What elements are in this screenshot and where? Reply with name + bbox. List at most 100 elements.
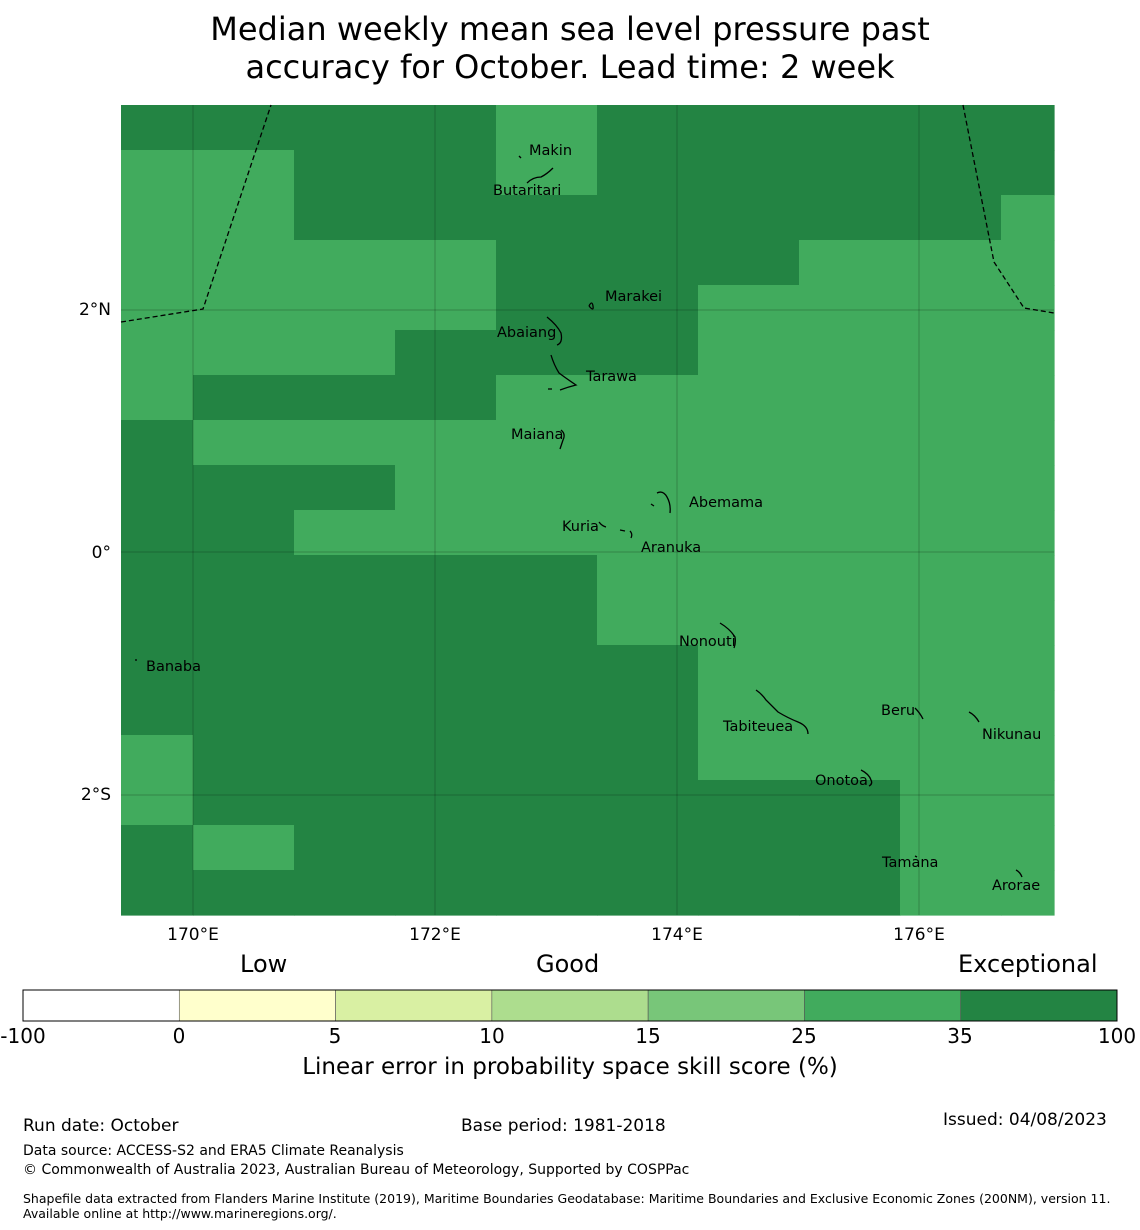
grid-cell (496, 465, 598, 511)
axis-tick-labels: 170°E 172°E 174°E 176°E 2°N 0° 2°S (79, 300, 945, 945)
grid-cell (395, 375, 497, 421)
grid-cell (1001, 555, 1055, 601)
island-aranuka (619, 529, 633, 539)
grid-cell (496, 600, 598, 646)
colorbar-tick: 5 (328, 1024, 342, 1048)
grid-cell (799, 825, 901, 871)
grid-cell (395, 825, 497, 871)
label-aranuka: Aranuka (641, 540, 701, 556)
grid-cell (193, 510, 295, 556)
grid-cell (1001, 825, 1055, 871)
grid-cell (597, 285, 699, 331)
label-onotoa: Onotoa (815, 773, 868, 789)
grid-cell (395, 510, 497, 556)
colorbar-tick: 15 (635, 1024, 661, 1048)
grid-cell (193, 870, 295, 916)
grid-cell (698, 555, 800, 601)
shapefile-credit: Shapefile data extracted from Flanders M… (23, 1191, 1111, 1221)
grid-cell (597, 150, 699, 196)
grid-cell (900, 690, 1002, 736)
grid-cell (799, 420, 901, 466)
grid-cell (900, 420, 1002, 466)
colorbar-category-good: Good (536, 950, 600, 978)
colorbar-swatch (178, 989, 336, 1022)
grid-cell (597, 825, 699, 871)
grid-cell (597, 555, 699, 601)
island-abaiang (546, 316, 563, 346)
grid-cell (193, 330, 295, 376)
grid-cell (193, 150, 295, 196)
grid-cell (1001, 195, 1055, 241)
grid-cell (496, 285, 598, 331)
label-tarawa: Tarawa (585, 369, 637, 385)
grid-cell (121, 555, 194, 601)
grid-cell (294, 825, 396, 871)
map-title: Median weekly mean sea level pressure pa… (0, 10, 1140, 86)
grid-cell (395, 105, 497, 151)
grid-cell (597, 195, 699, 241)
grid-cell (1001, 780, 1055, 826)
lat-tick-0: 0° (92, 543, 111, 563)
eez-boundary-west (120, 104, 272, 323)
grid-cell (294, 735, 396, 781)
title-line-1: Median weekly mean sea level pressure pa… (210, 10, 930, 48)
grid-cell (799, 240, 901, 286)
grid-cell (496, 195, 598, 241)
grid-cell (496, 690, 598, 736)
grid-cell (193, 825, 295, 871)
lon-tick-172: 172°E (409, 925, 461, 945)
grid-cell (900, 870, 1002, 916)
grid-cell (597, 105, 699, 151)
grid-cell (294, 600, 396, 646)
grid-cell (294, 780, 396, 826)
grid-cell (395, 870, 497, 916)
eez-boundary-east (962, 104, 1055, 314)
island-outlines (135, 155, 1023, 878)
grid-cell (698, 285, 800, 331)
grid-cell (597, 240, 699, 286)
grid-cell (294, 690, 396, 736)
run-date: Run date: October (23, 1116, 179, 1136)
graticule (121, 105, 1054, 915)
grid-cell (597, 465, 699, 511)
grid-cell (1001, 510, 1055, 556)
grid-cell (698, 690, 800, 736)
grid-cell (698, 465, 800, 511)
label-kuria: Kuria (562, 519, 599, 535)
grid-cell (900, 375, 1002, 421)
grid-cell (900, 105, 1002, 151)
colorbar-swatch (960, 989, 1118, 1022)
grid-cell (900, 285, 1002, 331)
island-tabiteuea (755, 689, 809, 735)
grid-cell (496, 825, 598, 871)
base-period: Base period: 1981-2018 (461, 1116, 666, 1136)
colorbar-swatch (491, 989, 649, 1022)
grid-cell (121, 285, 194, 331)
grid-cell (395, 735, 497, 781)
grid-cell (1001, 420, 1055, 466)
label-butaritari: Butaritari (493, 183, 561, 199)
grid-cell (1001, 735, 1055, 781)
grid-cell (294, 465, 396, 511)
colorbar-category-low: Low (240, 950, 288, 978)
label-abaiang: Abaiang (497, 325, 556, 341)
grid-cell (496, 105, 598, 151)
grid-cell (1001, 870, 1055, 916)
grid-cell (395, 195, 497, 241)
grid-cell (698, 420, 800, 466)
grid-cell (900, 600, 1002, 646)
island-makin (518, 155, 522, 159)
label-nonouti: Nonouti (679, 634, 736, 650)
grid-cell (799, 690, 901, 736)
grid-cell (900, 780, 1002, 826)
island-nonouti (719, 622, 736, 649)
grid-cell (698, 375, 800, 421)
grid-cell (698, 195, 800, 241)
grid-cell (193, 690, 295, 736)
grid-cell (294, 555, 396, 601)
lon-tick-176: 176°E (893, 925, 945, 945)
lat-tick-2n: 2°N (79, 300, 111, 320)
grid-cell (1001, 690, 1055, 736)
grid-cell (121, 645, 194, 691)
colorbar-label: Linear error in probability space skill … (302, 1054, 838, 1080)
